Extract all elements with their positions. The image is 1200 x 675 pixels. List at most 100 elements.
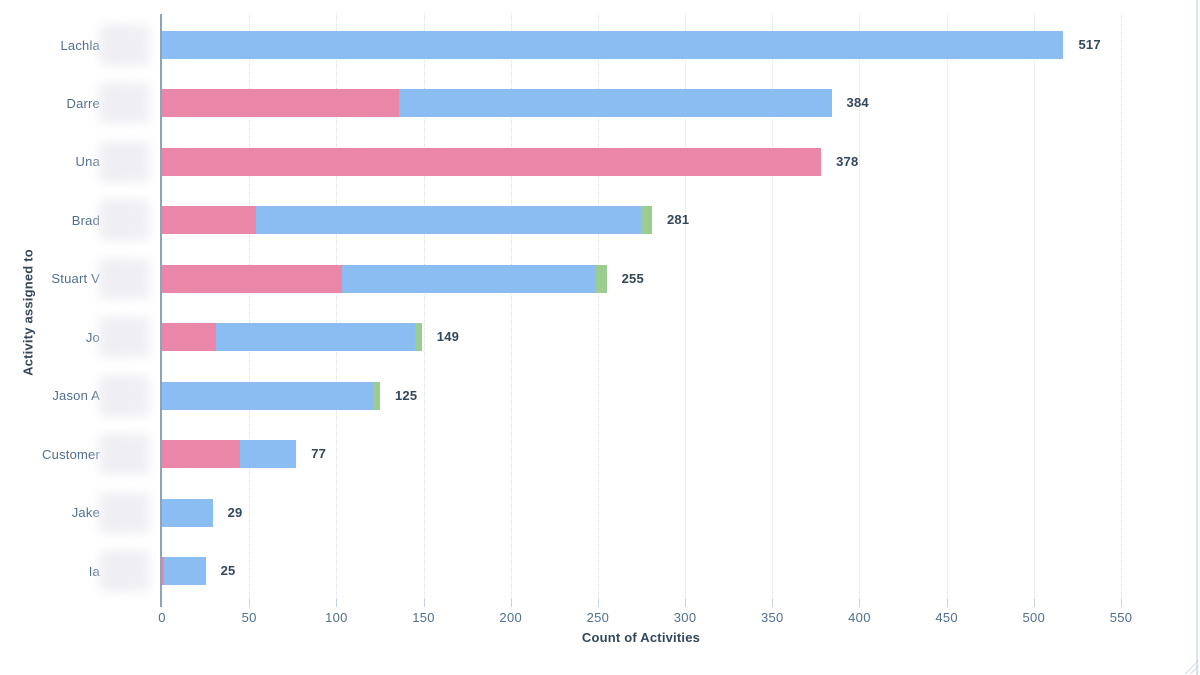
bar-row [162,264,607,293]
x-axis-tickmark [859,599,861,607]
bar-total-label: 255 [621,270,644,286]
x-tick-label: 450 [935,610,958,625]
bar-segment-blue[interactable] [162,381,373,410]
gridline [249,14,251,599]
gridline [510,14,512,599]
x-tick-label: 0 [158,610,166,625]
y-axis-category-text: Customer [42,446,100,462]
bar-total-label: 149 [436,329,460,345]
x-axis-tickmark [336,599,338,607]
redaction-blur [98,141,150,182]
y-axis-category-label: Jo [0,316,152,358]
bar-row [162,323,422,352]
redaction-blur [98,200,150,241]
x-tick-label: 200 [499,610,523,625]
x-axis-tickmark [946,599,948,607]
y-axis-line [160,14,162,607]
bar-segment-green[interactable] [596,264,607,293]
bar-segment-blue[interactable] [162,31,1064,59]
y-axis-category-text: Brad [71,212,100,228]
gridline [597,14,599,599]
bar-row [162,498,213,527]
bar-total-label: 25 [220,563,236,579]
bar-segment-blue[interactable] [240,440,297,469]
y-axis-category-text: Darre [66,95,100,111]
y-axis-category-text: Ia [88,563,100,579]
bar-segment-pink[interactable] [162,147,822,176]
gridline [336,14,338,599]
window-edge-line [1196,0,1198,675]
resize-grip-icon[interactable] [1185,660,1199,674]
y-axis-category-label: Darre [0,82,152,124]
gridline [946,14,948,599]
y-axis-category-text: Una [75,154,100,170]
y-axis-category-label: Stuart V [0,258,152,300]
bar-segment-blue[interactable] [399,89,832,118]
x-axis-tickmark [597,599,599,607]
x-axis-tickmark [423,599,425,607]
y-axis-category-text: Lachla [60,37,100,53]
bar-segment-blue[interactable] [216,323,415,352]
bar-segment-green[interactable] [372,381,380,410]
bar-row [162,440,297,469]
y-axis-category-label: Jake [0,492,152,534]
y-axis-category-label: Brad [0,199,152,241]
bar-segment-pink[interactable] [162,206,257,235]
bar-segment-pink[interactable] [162,323,217,352]
gridline [1033,14,1035,599]
bar-total-label: 384 [846,95,869,111]
bar-row [162,147,822,176]
bar-total-label: 517 [1078,37,1101,52]
x-tick-label: 400 [848,610,871,625]
redaction-blur [98,317,150,358]
bar-segment-green[interactable] [414,323,422,352]
x-axis-tickmark [685,599,687,607]
y-axis-category-text: Jake [71,505,100,521]
bar-total-label: 378 [836,153,859,169]
x-tick-label: 300 [673,610,697,625]
redaction-blur [98,492,150,533]
x-tick-label: 250 [586,610,610,625]
bar-total-label: 125 [394,387,418,403]
x-axis-tickmark [772,599,774,607]
x-axis-title: Count of Activities [581,630,701,645]
x-tick-label: 100 [325,610,348,625]
y-axis-category-label: Customer [0,433,152,475]
x-tick-label: 500 [1022,610,1046,625]
x-tick-label: 550 [1109,610,1133,625]
x-axis-tickmark [249,599,251,607]
bar-segment-blue[interactable] [162,498,213,527]
bar-segment-pink[interactable] [162,557,164,586]
y-axis-category-text: Stuart V [51,271,100,287]
bar-segment-blue[interactable] [341,264,597,293]
redaction-blur [98,83,150,124]
y-axis-title: Activity assigned to [20,249,36,376]
x-tick-label: 50 [241,610,257,625]
redaction-blur [98,258,150,299]
y-axis-category-label: Una [0,141,152,183]
bar-row [162,89,832,118]
x-axis-tickmark [510,599,512,607]
y-axis-category-label: Ia [0,550,152,592]
redaction-blur [98,375,150,416]
bar-segment-pink[interactable] [162,89,400,118]
bar-segment-blue[interactable] [256,206,642,235]
y-axis-category-text: Jason A [52,388,100,404]
gridline [1121,14,1122,599]
bar-row [162,381,380,410]
bar-segment-blue[interactable] [163,557,206,586]
x-axis-tickmark [1033,599,1035,607]
bar-segment-green[interactable] [641,206,652,235]
gridline [423,14,425,599]
bar-segment-pink[interactable] [162,264,342,293]
bar-total-label: 29 [227,504,243,520]
x-tick-label: 150 [412,610,435,625]
bar-segment-pink[interactable] [162,440,241,469]
redaction-blur [98,25,150,65]
y-axis-category-text: Jo [85,329,100,345]
gridline [859,14,861,599]
y-axis-category-label: Lachla [0,24,152,66]
redaction-blur [98,434,150,475]
x-tick-label: 350 [760,610,784,625]
